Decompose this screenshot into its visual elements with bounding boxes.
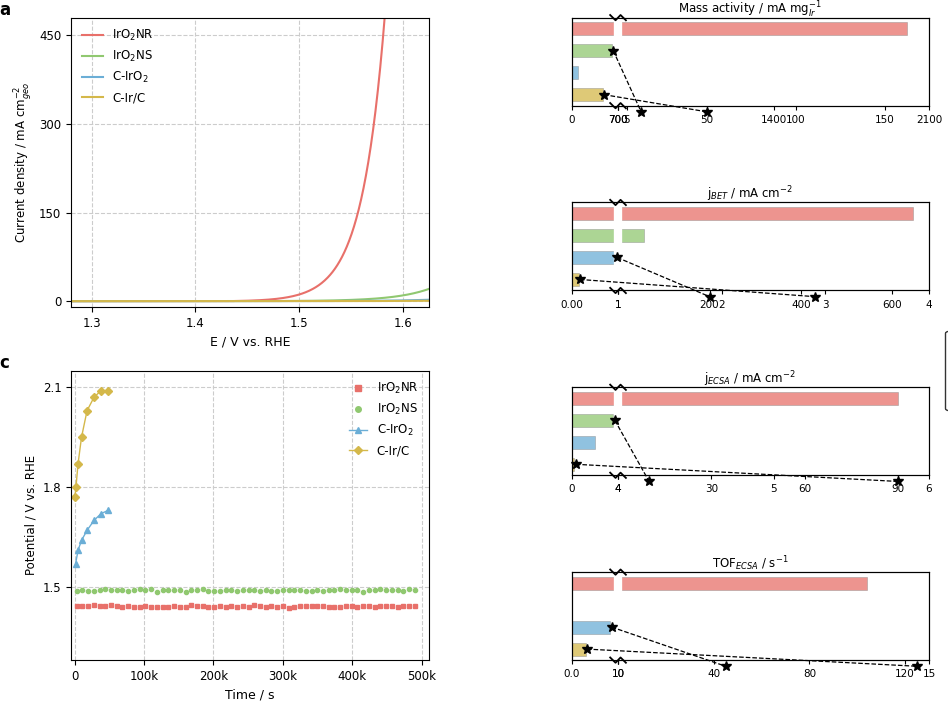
Y-axis label: Potential / V vs. RHE: Potential / V vs. RHE [24, 455, 37, 575]
Bar [171, 599, 572, 611]
Text: ★Improved factor: IrO$_2$NR vs. others at 1.5 V vs RHE: ★Improved factor: IrO$_2$NR vs. others a… [572, 405, 835, 419]
Bar [572, 88, 603, 101]
Text: a: a [0, 1, 10, 19]
X-axis label: j$_{BET}$ / mA cm$^{-2}$: j$_{BET}$ / mA cm$^{-2}$ [707, 184, 793, 204]
Text: ★Improved factor: IrO$_2$NR vs. others at 1.5 V vs RHE: ★Improved factor: IrO$_2$NR vs. others a… [572, 590, 835, 604]
Bar [572, 251, 615, 264]
Legend: IrO$_2$NR, IrO$_2$NS, C-IrO$_2$, C-Ir/C: IrO$_2$NR, IrO$_2$NS, C-IrO$_2$, C-Ir/C [345, 376, 423, 462]
Text: c: c [0, 354, 9, 372]
Bar [572, 273, 578, 286]
Bar [572, 436, 594, 449]
Bar [572, 642, 586, 656]
Legend: IrO$_2$NR, IrO$_2$NS, C-IrO$_2$, C-Ir/C: IrO$_2$NR, IrO$_2$NS, C-IrO$_2$, C-Ir/C [77, 23, 158, 109]
Bar [572, 621, 611, 634]
Bar [572, 577, 866, 590]
X-axis label: Time / s: Time / s [225, 688, 275, 701]
Bar [572, 66, 577, 79]
Bar [572, 229, 644, 242]
Bar [572, 207, 914, 220]
Y-axis label: Current density / mA cm$^{-2}_{geo}$: Current density / mA cm$^{-2}_{geo}$ [11, 82, 33, 243]
Legend: IrO$_2$NR, IrO$_2$NS, C-IrO$_2$, C-Ir/C: IrO$_2$NR, IrO$_2$NS, C-IrO$_2$, C-Ir/C [945, 331, 948, 410]
Bar [572, 457, 574, 471]
Text: ★Improved factor: IrO$_2$NR vs. others at 1.5 V vs RHE: ★Improved factor: IrO$_2$NR vs. others a… [572, 220, 835, 234]
Bar [572, 392, 898, 405]
X-axis label: Mass activity / mA mg$_{Ir}^{-1}$: Mass activity / mA mg$_{Ir}^{-1}$ [679, 0, 822, 20]
Bar [572, 22, 907, 35]
X-axis label: E / V vs. RHE: E / V vs. RHE [210, 335, 290, 348]
X-axis label: j$_{ECSA}$ / mA cm$^{-2}$: j$_{ECSA}$ / mA cm$^{-2}$ [704, 369, 796, 389]
Bar [572, 44, 611, 57]
X-axis label: TOF$_{ECSA}$ / s$^{-1}$: TOF$_{ECSA}$ / s$^{-1}$ [712, 554, 789, 573]
Bar [572, 414, 613, 427]
